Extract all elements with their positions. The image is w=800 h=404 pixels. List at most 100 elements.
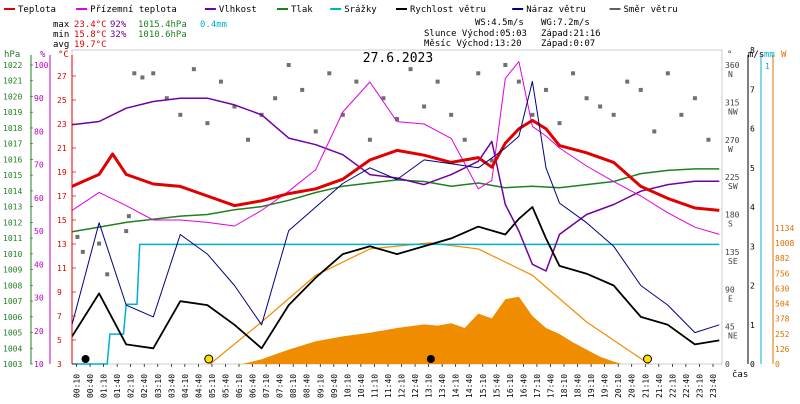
wind-dir-point xyxy=(476,71,481,76)
wind-dir-point xyxy=(124,229,129,234)
pct-tick-label: 50 xyxy=(34,227,44,236)
stat-min-pres: 1010.6hPa xyxy=(138,30,187,40)
pct-tick-label: 30 xyxy=(34,294,44,303)
wind-tick-label: 1 xyxy=(750,321,755,330)
solar-tick-label: 1008 xyxy=(775,239,794,248)
dir-tick-label: 225 xyxy=(725,173,740,182)
wind-dir-point xyxy=(354,79,359,84)
temp-tick-label: 21 xyxy=(57,144,67,153)
solar-tick-label: 756 xyxy=(775,269,790,278)
wind-dir-point xyxy=(449,112,454,117)
solar-tick-label: 126 xyxy=(775,345,790,354)
x-tick-label: 00:40 xyxy=(86,374,95,398)
dir-tick-compass: NE xyxy=(728,332,738,341)
dir-tick-compass: NW xyxy=(728,107,738,116)
x-tick-label: 10:40 xyxy=(357,374,366,398)
legend-label-2: Vlhkost xyxy=(219,5,257,15)
temp-tick-label: 7 xyxy=(57,312,62,321)
x-tick-label: 18:40 xyxy=(574,374,583,398)
x-tick-label: 09:10 xyxy=(316,374,325,398)
pct-tick-label: 10 xyxy=(34,360,44,369)
series-rain-line xyxy=(72,243,720,365)
wind-tick-label: 4 xyxy=(750,203,755,212)
hpa-tick-label: 1005 xyxy=(3,329,22,338)
stat-avg-label: avg xyxy=(53,40,69,50)
wind-dir-point xyxy=(126,214,131,219)
hpa-tick-label: 1017 xyxy=(3,140,22,149)
x-tick-label: 08:10 xyxy=(289,374,298,398)
axis-title-temp: °C xyxy=(58,50,69,60)
x-tick-label: 14:10 xyxy=(452,374,461,398)
wind-dir-point xyxy=(132,71,137,76)
wind-dir-point xyxy=(232,104,237,109)
x-tick-label: 22:40 xyxy=(682,374,691,398)
hpa-tick-label: 1012 xyxy=(3,218,22,227)
hpa-tick-label: 1019 xyxy=(3,108,22,117)
x-tick-label: 04:40 xyxy=(194,374,203,398)
temp-tick-label: 3 xyxy=(57,360,62,369)
dir-tick-compass: E xyxy=(728,294,733,303)
temp-tick-label: 9 xyxy=(57,288,62,297)
wind-dir-point xyxy=(105,272,110,277)
x-tick-label: 08:40 xyxy=(303,374,312,398)
sunrise-marker xyxy=(204,354,214,364)
pct-tick-label: 40 xyxy=(34,260,44,269)
stat-max-temp: 23.4°C xyxy=(74,20,107,30)
legend-label-4: Srážky xyxy=(344,5,377,15)
series-teplota-line xyxy=(71,118,720,212)
moon-new-marker xyxy=(81,355,90,363)
dir-tick-label: 315 xyxy=(725,98,740,107)
wind-dir-point xyxy=(75,234,80,239)
x-tick-label: 01:10 xyxy=(100,374,109,398)
hpa-tick-label: 1006 xyxy=(3,313,22,322)
solar-tick-label: 630 xyxy=(775,284,790,293)
hpa-tick-label: 1003 xyxy=(3,360,22,369)
x-tick-label: 06:40 xyxy=(249,374,258,398)
hpa-tick-label: 1007 xyxy=(3,297,22,306)
x-tick-label: 05:40 xyxy=(221,374,230,398)
dir-tick-compass: S xyxy=(728,220,733,229)
legend: Teplota Přízemní teplota Vlhkost Tlak Srážky… xyxy=(4,5,678,15)
wind-dir-point xyxy=(692,96,697,101)
legend-label-5: Rychlost větru xyxy=(410,5,486,15)
wind-dir-point xyxy=(679,112,684,117)
x-tick-label: 19:10 xyxy=(587,374,596,398)
x-tick-label: 09:40 xyxy=(330,374,339,398)
legend-label-3: Tlak xyxy=(291,5,313,15)
wind-dir-point xyxy=(665,71,670,76)
x-tick-label: 12:40 xyxy=(411,374,420,398)
info-moon-set: Západ:0:07 xyxy=(541,39,595,49)
hpa-tick-label: 1008 xyxy=(3,281,22,290)
wind-tick-label: 0 xyxy=(750,360,755,369)
wind-tick-label: 8 xyxy=(750,46,755,55)
wind-dir-point xyxy=(638,87,643,92)
pct-tick-label: 60 xyxy=(34,194,44,203)
wind-dir-point xyxy=(584,96,589,101)
stat-max-hum: 92% xyxy=(110,20,127,30)
wind-dir-point xyxy=(164,96,169,101)
solar-tick-label: 882 xyxy=(775,254,790,263)
wind-dir-point xyxy=(327,71,332,76)
x-tick-label: 16:40 xyxy=(519,374,528,398)
hpa-tick-label: 1015 xyxy=(3,171,22,180)
x-tick-label: 07:40 xyxy=(276,374,285,398)
x-tick-label: 23:10 xyxy=(695,374,704,398)
wind-dir-point xyxy=(80,249,85,254)
hpa-tick-label: 1018 xyxy=(3,124,22,133)
dir-tick-label: 360 xyxy=(725,61,740,70)
wind-dir-point xyxy=(652,129,657,134)
x-tick-label: 10:10 xyxy=(343,374,352,398)
temp-tick-label: 11 xyxy=(57,264,67,273)
temp-tick-label: 25 xyxy=(57,96,67,105)
wind-dir-point xyxy=(530,112,535,117)
wind-tick-label: 5 xyxy=(750,164,755,173)
solar-tick-label: 252 xyxy=(775,330,790,339)
x-tick-label: 11:40 xyxy=(384,374,393,398)
axis-title-time: čas xyxy=(732,369,748,380)
dir-tick-label: 135 xyxy=(725,248,740,257)
series-theoretical-line xyxy=(209,242,650,365)
pct-tick-label: 20 xyxy=(34,327,44,336)
wind-tick-label: 2 xyxy=(750,282,755,291)
dir-tick-label: 180 xyxy=(725,211,740,220)
